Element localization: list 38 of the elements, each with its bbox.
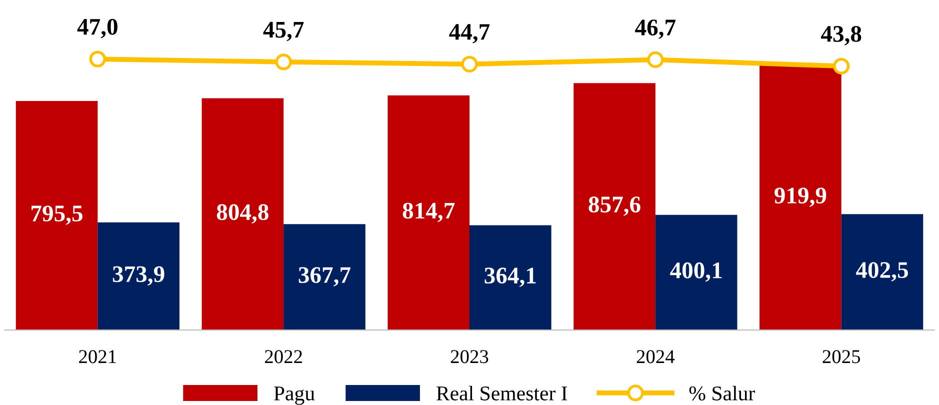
data-label: 46,7 bbox=[635, 20, 676, 39]
data-label: 919,9 bbox=[774, 188, 826, 207]
data-label: 400,1 bbox=[670, 262, 722, 282]
x-tick-label: 2022 bbox=[264, 350, 302, 364]
data-label: 804,8 bbox=[216, 204, 268, 224]
bar bbox=[284, 224, 366, 330]
x-tick-label: 2025 bbox=[822, 350, 860, 364]
bar bbox=[16, 100, 98, 330]
point bbox=[275, 54, 292, 70]
data-label: 44,7 bbox=[449, 24, 490, 44]
bar bbox=[574, 83, 656, 330]
bar bbox=[760, 65, 842, 330]
bar bbox=[98, 222, 180, 330]
data-label: 373,9 bbox=[112, 266, 164, 286]
data-label: 402,5 bbox=[856, 262, 908, 282]
bar bbox=[841, 214, 924, 330]
bar bbox=[655, 214, 738, 330]
bar bbox=[470, 225, 552, 330]
point bbox=[89, 50, 106, 68]
x-tick-label: 2021 bbox=[79, 350, 116, 364]
data-label: 45,7 bbox=[263, 22, 304, 42]
data-label: 364,1 bbox=[484, 268, 536, 287]
data-label: 814,7 bbox=[402, 202, 455, 222]
bar bbox=[202, 98, 284, 330]
x-tick-label: 2024 bbox=[636, 350, 675, 364]
point bbox=[833, 58, 850, 74]
data-label: 47,0 bbox=[77, 18, 118, 38]
data-label: 795,5 bbox=[32, 206, 82, 225]
legend-label: % Salur bbox=[689, 386, 755, 401]
legend-label: Pagu bbox=[274, 386, 315, 405]
legend-label: Real Semester I bbox=[436, 386, 568, 400]
point bbox=[461, 56, 478, 72]
data-label: 857,6 bbox=[588, 196, 640, 216]
data-label: 367,7 bbox=[298, 267, 350, 286]
data-label: 43,8 bbox=[821, 26, 862, 46]
point bbox=[647, 51, 664, 68]
bar bbox=[388, 95, 470, 330]
x-tick-label: 2023 bbox=[450, 350, 488, 364]
